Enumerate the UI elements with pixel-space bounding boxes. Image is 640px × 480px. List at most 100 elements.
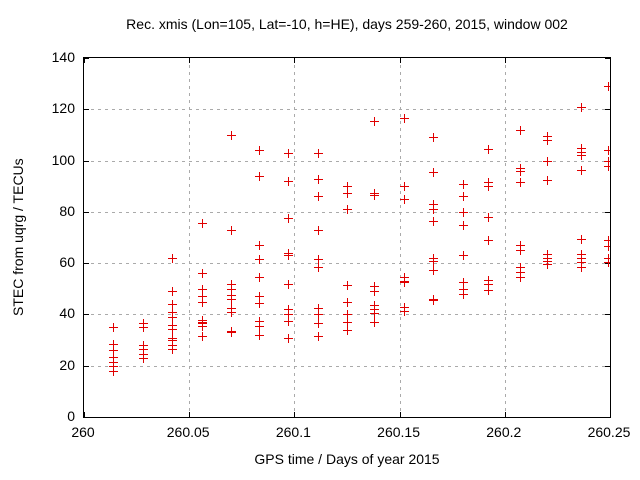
data-point-marker <box>284 279 294 289</box>
data-point-marker <box>370 282 380 292</box>
data-point-marker <box>168 254 178 263</box>
data-point-marker <box>343 325 352 335</box>
data-point-marker <box>254 273 264 283</box>
data-point-marker <box>109 346 119 356</box>
data-point-marker <box>343 205 352 215</box>
data-point-marker <box>313 225 323 235</box>
y-tick-mark <box>84 314 89 316</box>
y-tick-mark <box>84 365 89 367</box>
y-tick-mark <box>84 263 89 265</box>
x-tick-mark <box>294 412 296 417</box>
y-tick-mark <box>605 211 610 213</box>
data-point-marker <box>542 260 552 270</box>
y-tick-mark <box>84 417 89 418</box>
data-point-marker <box>197 219 207 229</box>
x-tick-label: 260.2 <box>486 424 522 440</box>
data-point-marker <box>343 182 352 192</box>
data-point-marker <box>458 289 468 299</box>
y-tick-mark <box>605 263 610 265</box>
x-tick-label: 260 <box>71 424 95 440</box>
y-tick-label: 20 <box>59 356 75 373</box>
data-point-marker <box>603 161 610 171</box>
data-point-marker <box>458 220 468 230</box>
data-point-marker <box>515 241 525 251</box>
data-point-marker <box>603 257 610 267</box>
data-point-marker <box>343 280 352 290</box>
data-point-marker <box>168 336 178 346</box>
data-point-marker <box>168 300 178 310</box>
data-point-marker <box>313 304 323 314</box>
data-point-marker <box>576 151 586 161</box>
data-point-marker <box>603 82 610 92</box>
data-point-marker <box>343 318 352 328</box>
data-point-marker <box>168 345 178 355</box>
data-point-marker <box>399 195 409 205</box>
data-point-marker <box>168 307 178 317</box>
data-point-marker <box>227 130 237 140</box>
data-point-marker <box>254 321 264 331</box>
data-point-marker <box>429 133 439 143</box>
data-point-marker <box>429 296 439 306</box>
x-tick-mark <box>399 58 401 63</box>
data-point-marker <box>458 179 468 189</box>
x-gridline <box>504 58 506 417</box>
y-tick-label: 140 <box>51 49 75 65</box>
x-tick-mark <box>189 58 191 63</box>
chart-title: Rec. xmis (Lon=105, Lat=-10, h=HE), days… <box>126 16 568 32</box>
data-point-marker <box>138 354 148 364</box>
data-point-marker <box>483 279 493 289</box>
data-point-marker <box>109 323 119 333</box>
data-point-marker <box>458 207 468 217</box>
y-tick-label: 0 <box>67 408 75 424</box>
data-point-marker <box>197 284 207 294</box>
data-point-marker <box>109 352 119 362</box>
y-gridline <box>84 365 610 367</box>
data-point-marker <box>313 192 323 202</box>
y-tick-mark <box>605 109 610 111</box>
y-gridline <box>84 160 610 162</box>
data-point-marker <box>343 310 352 320</box>
data-point-marker <box>138 323 148 333</box>
data-point-marker <box>429 200 439 210</box>
data-point-marker <box>284 177 294 187</box>
data-point-marker <box>138 345 148 355</box>
data-point-marker <box>313 319 323 329</box>
data-point-marker <box>370 287 380 297</box>
data-point-marker <box>483 182 493 192</box>
data-point-marker <box>227 295 237 305</box>
data-point-marker <box>542 136 552 146</box>
data-point-marker <box>603 146 610 156</box>
data-point-marker <box>515 166 525 176</box>
data-point-marker <box>284 310 294 320</box>
data-point-marker <box>542 175 552 185</box>
data-point-marker <box>197 332 207 342</box>
data-point-marker <box>284 148 294 158</box>
data-point-marker <box>576 262 586 272</box>
x-tick-mark <box>504 412 506 417</box>
data-point-marker <box>313 262 323 272</box>
x-tick-mark <box>189 412 191 417</box>
data-point-marker <box>576 234 586 244</box>
data-point-marker <box>343 297 352 307</box>
y-tick-mark <box>84 109 89 111</box>
data-point-marker <box>399 114 409 124</box>
x-tick-mark <box>84 58 85 63</box>
data-point-marker <box>515 268 525 278</box>
data-point-marker <box>542 156 552 166</box>
data-point-marker <box>227 225 237 235</box>
data-point-marker <box>197 292 207 302</box>
data-point-marker <box>254 330 264 340</box>
data-point-marker <box>370 116 380 126</box>
data-point-marker <box>254 316 264 326</box>
data-point-marker <box>168 312 178 322</box>
y-tick-label: 80 <box>59 202 75 219</box>
data-point-marker <box>483 286 493 296</box>
data-point-marker <box>284 333 294 343</box>
data-point-marker <box>603 236 610 246</box>
y-tick-mark <box>605 365 610 367</box>
data-point-marker <box>168 324 178 334</box>
data-point-marker <box>343 188 352 198</box>
data-point-marker <box>515 262 525 272</box>
data-point-marker <box>254 255 264 265</box>
